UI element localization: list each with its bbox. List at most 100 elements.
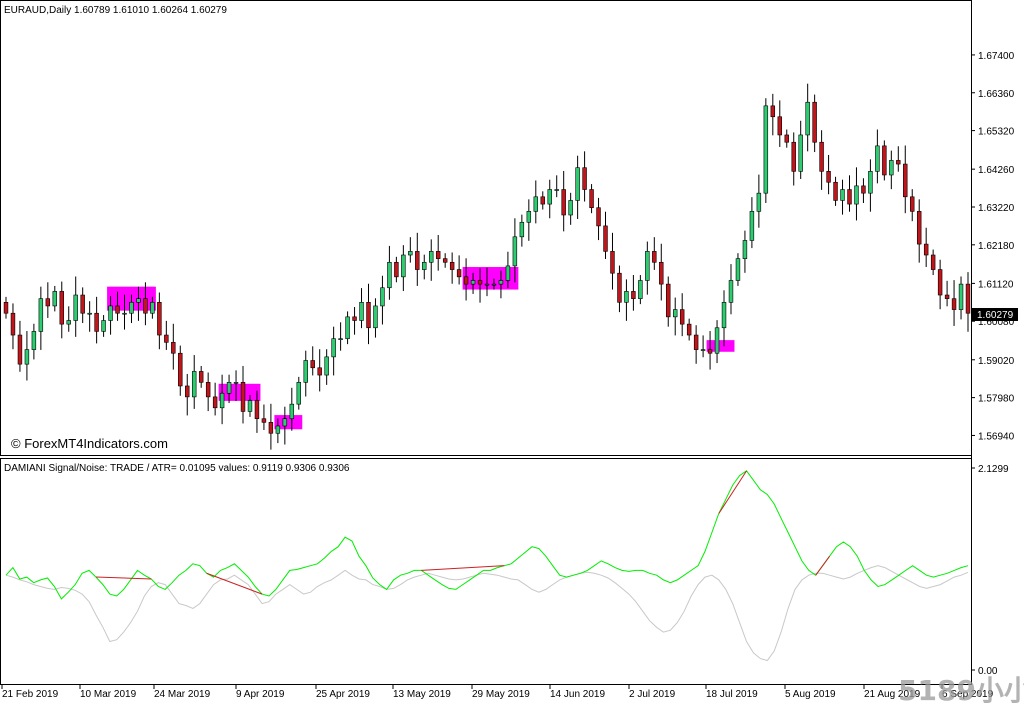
candle (944, 280, 950, 307)
candle (582, 151, 587, 202)
time-tick-label: 5 Aug 2019 (785, 689, 836, 700)
candle (52, 285, 58, 312)
candle (847, 175, 852, 212)
candle (359, 288, 364, 329)
candle (240, 365, 246, 424)
time-tick-label: 14 Jun 2019 (550, 689, 605, 700)
candle (289, 387, 295, 431)
candle (742, 230, 748, 273)
candle (714, 320, 720, 364)
candle (226, 374, 232, 404)
candle (624, 279, 629, 321)
price-tick-label: 1.59020 (978, 356, 1015, 367)
candle (136, 286, 141, 321)
time-tick-label: 2 Jul 2019 (629, 689, 676, 700)
candle (896, 146, 901, 172)
candle (275, 418, 281, 444)
indicator-panel-frame (0, 458, 972, 685)
candle (38, 286, 44, 350)
candle (965, 272, 971, 332)
candle (666, 276, 671, 327)
candle (45, 282, 51, 318)
time-tick-label: 6 Sep 2019 (942, 689, 994, 700)
candle (652, 237, 657, 270)
candle (749, 197, 755, 249)
indicator-tick-label: 0.00 (978, 666, 998, 677)
candle (87, 301, 92, 332)
candle (833, 176, 838, 206)
candle (212, 382, 218, 416)
candle (442, 253, 448, 268)
candle (171, 323, 176, 370)
candle (638, 275, 643, 305)
candle (826, 154, 831, 195)
price-tick-label: 1.56940 (978, 431, 1015, 442)
candle (812, 94, 817, 153)
candle (721, 290, 727, 347)
candle (763, 98, 769, 203)
price-tick-label: 1.65320 (978, 127, 1015, 138)
candle (282, 406, 288, 445)
price-tick-label: 1.63220 (978, 203, 1015, 214)
candle (533, 180, 539, 224)
candle (373, 298, 378, 338)
candle (547, 179, 552, 219)
candle (679, 293, 685, 337)
candle (268, 403, 274, 450)
candle (17, 320, 23, 372)
cross-segment (718, 470, 747, 514)
candle (198, 365, 204, 388)
candle (854, 167, 859, 221)
candle (73, 276, 78, 337)
price-header: EURAUD,Daily 1.60789 1.61010 1.60264 1.6… (4, 5, 227, 16)
candle (798, 120, 803, 179)
candle (401, 245, 406, 292)
indicator-axis: 2.1299 0.00 (971, 464, 1009, 677)
candle (470, 272, 476, 294)
candle (31, 323, 37, 360)
candle (916, 199, 922, 263)
current-price-label: 1.60279 (977, 310, 1014, 321)
candle (498, 270, 504, 299)
candle (589, 184, 594, 214)
current-price-tag: 1.60279 (972, 308, 1018, 321)
candle (519, 214, 525, 247)
candle (693, 325, 699, 364)
candle (150, 296, 155, 319)
candle (435, 235, 441, 271)
indicator-layer (5, 470, 969, 662)
candle (317, 349, 322, 392)
candle (728, 264, 734, 315)
candle (958, 276, 964, 320)
time-tick-label: 21 Feb 2019 (2, 689, 59, 700)
candle (352, 307, 357, 335)
price-tick-label: 1.61120 (978, 279, 1014, 290)
candle (805, 83, 810, 152)
candle (387, 245, 392, 300)
candle (526, 199, 532, 241)
candle (24, 331, 30, 381)
candle (561, 170, 566, 232)
time-tick-label: 21 Aug 2019 (864, 689, 921, 700)
candle (631, 275, 636, 311)
candle (937, 259, 943, 310)
indicator-header: DAMIANI Signal/Noise: TRADE / ATR= 0.010… (4, 463, 350, 474)
candle (923, 227, 929, 268)
candle (861, 178, 866, 203)
candle (477, 268, 483, 303)
time-tick-label: 10 Mar 2019 (80, 689, 137, 700)
price-axis: 1.67400 1.66360 1.65320 1.64260 1.63220 1.621… (971, 51, 1015, 442)
candle (143, 282, 148, 326)
price-tick-label: 1.67400 (978, 51, 1015, 62)
candle (178, 345, 183, 396)
price-tick-label: 1.64260 (978, 165, 1015, 176)
candle (575, 155, 580, 219)
candle (101, 315, 106, 337)
cross-segment (206, 572, 263, 595)
candle (784, 129, 789, 148)
candle (247, 395, 253, 417)
time-tick-label: 24 Mar 2019 (154, 689, 211, 700)
candle (80, 287, 85, 324)
signal-highlight-box (274, 415, 303, 430)
